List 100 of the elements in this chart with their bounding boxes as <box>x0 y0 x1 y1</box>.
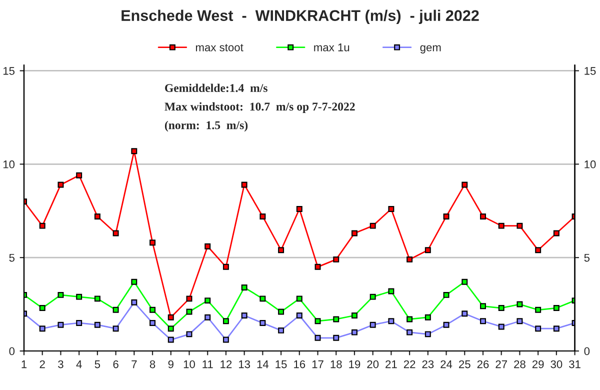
point <box>516 301 523 308</box>
point <box>278 308 284 315</box>
x-tick-label: 6 <box>113 360 118 368</box>
point <box>204 298 211 304</box>
point <box>351 312 358 318</box>
y-tick-label: 10 <box>3 160 15 168</box>
point <box>406 316 413 322</box>
legend-label: gem <box>420 45 441 54</box>
point <box>260 320 266 326</box>
point <box>370 322 376 328</box>
point <box>424 247 431 254</box>
x-tick-label: 24 <box>440 360 452 368</box>
point <box>535 326 542 332</box>
point <box>76 172 82 178</box>
x-tick-label: 10 <box>184 360 195 368</box>
point <box>76 294 82 300</box>
y-tick-label: 5 <box>9 254 15 262</box>
y2-tick-label: 15 <box>584 67 596 75</box>
point <box>424 314 431 320</box>
x-tick-label: 27 <box>496 360 507 368</box>
point <box>296 312 302 318</box>
x-tick-label: 2 <box>40 360 45 368</box>
x-tick-label: 28 <box>514 360 526 368</box>
y2-tick-label: 0 <box>584 347 590 356</box>
x-tick-label: 4 <box>76 360 82 368</box>
point <box>131 278 138 285</box>
point <box>424 331 431 338</box>
point <box>516 318 523 324</box>
x-tick-label: 18 <box>330 360 342 368</box>
x-tick-label: 29 <box>532 360 544 368</box>
point <box>535 306 542 313</box>
point <box>314 264 321 270</box>
point <box>314 318 321 324</box>
point <box>58 182 64 188</box>
point <box>222 336 229 343</box>
point <box>168 336 174 343</box>
point <box>241 284 248 290</box>
point <box>278 247 284 254</box>
annotation: Max windstoot: 10.7 m/s op 7-7-2022 <box>164 102 355 113</box>
point <box>296 296 302 302</box>
legend-label: max stoot <box>196 44 244 52</box>
point <box>443 292 450 298</box>
x-tick-label: 21 <box>386 360 397 368</box>
x-tick-label: 13 <box>238 360 250 368</box>
point <box>168 326 174 332</box>
x-tick-label: 14 <box>257 360 269 368</box>
x-tick-label: 26 <box>477 360 489 368</box>
point <box>222 264 229 270</box>
point <box>388 318 394 324</box>
x-tick-label: 23 <box>422 360 434 368</box>
point <box>498 305 504 312</box>
point <box>241 182 248 188</box>
point <box>76 320 82 326</box>
point <box>94 296 100 302</box>
point <box>443 322 450 328</box>
point <box>131 148 138 154</box>
point <box>498 324 504 330</box>
point <box>58 322 64 328</box>
x-tick-label: 3 <box>58 360 64 368</box>
x-tick-label: 11 <box>202 360 213 368</box>
point <box>443 213 450 220</box>
point <box>241 312 248 318</box>
x-tick-label: 25 <box>459 360 470 368</box>
x-tick-label: 9 <box>168 360 174 368</box>
point <box>553 326 560 332</box>
point <box>112 326 119 332</box>
x-tick-label: 30 <box>550 360 562 368</box>
point <box>94 213 100 220</box>
point <box>186 296 192 302</box>
point <box>333 256 340 262</box>
point <box>204 243 211 250</box>
point <box>406 256 413 262</box>
point <box>333 334 340 341</box>
point <box>39 222 46 229</box>
y2-tick-label: 5 <box>584 254 590 262</box>
point <box>462 310 468 317</box>
point <box>150 320 156 326</box>
point <box>370 294 376 300</box>
x-tick-label: 19 <box>349 360 360 368</box>
point <box>553 305 560 312</box>
point <box>278 327 284 334</box>
x-tick-label: 31 <box>569 360 580 368</box>
x-tick-label: 15 <box>276 360 287 368</box>
point <box>480 213 486 220</box>
point <box>150 306 156 313</box>
point <box>58 292 64 298</box>
x-tick-label: 1 <box>22 360 27 368</box>
x-tick-label: 8 <box>150 360 156 368</box>
point <box>553 230 560 236</box>
x-tick-label: 7 <box>132 360 137 368</box>
point <box>388 206 394 212</box>
point <box>370 222 376 229</box>
x-tick-label: 17 <box>312 360 324 368</box>
point <box>351 329 358 336</box>
x-tick-label: 22 <box>404 360 416 368</box>
chart-title: Enschede West - WINDKRACHT (m/s) - juli 2022 <box>122 10 479 24</box>
point <box>314 334 321 341</box>
point <box>260 213 266 220</box>
x-tick-label: 20 <box>367 360 379 368</box>
point <box>535 247 542 254</box>
